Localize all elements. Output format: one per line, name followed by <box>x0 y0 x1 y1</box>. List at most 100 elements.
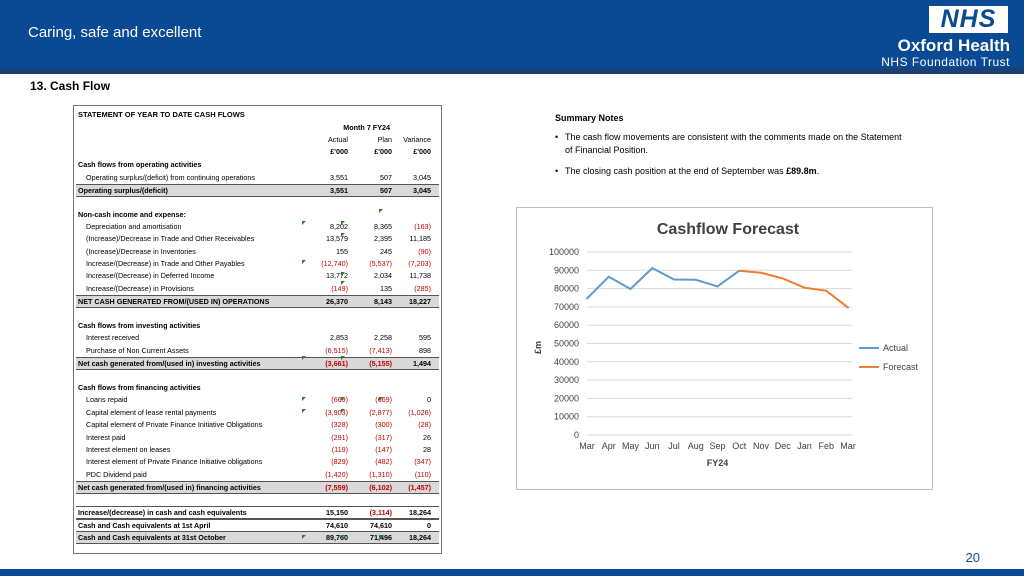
x-tick-label: Jun <box>645 441 660 451</box>
y-tick-label: 30000 <box>554 375 579 385</box>
comment-marker-icon <box>302 356 306 360</box>
row-variance: (285) <box>414 284 431 293</box>
row-actual: (1,420) <box>325 470 348 479</box>
row-actual: 89,760 <box>326 533 348 542</box>
row-actual: 3,551 <box>330 173 348 182</box>
row-plan: 8,365 <box>374 222 392 231</box>
row-label: Operating surplus/(deficit) from continu… <box>86 173 255 182</box>
table-row: PDC Dividend paid (1,420) (1,310) (110) <box>76 469 439 481</box>
header-underline <box>0 68 1024 74</box>
row-label: Cash and Cash equivalents at 31st Octobe… <box>78 533 226 542</box>
y-axis-label: £m <box>533 341 543 354</box>
y-tick-label: 90000 <box>554 265 579 275</box>
chart-svg: Cashflow Forecast 0 10000 20000 30000 40000 50… <box>533 221 919 468</box>
x-tick-label: Mar <box>579 441 595 451</box>
row-plan: (669) <box>375 395 392 404</box>
header-bar: Caring, safe and excellent NHS Oxford He… <box>0 0 1024 69</box>
row-label: Capital element of Private Finance Initi… <box>86 420 263 429</box>
row-plan: (300) <box>375 420 392 429</box>
row-variance: (7,203) <box>408 259 431 268</box>
table-row: Net cash generated from/(used in) invest… <box>76 357 439 370</box>
data-point-actual <box>607 275 610 278</box>
row-variance: 26 <box>423 433 431 442</box>
row-actual: (328) <box>331 420 348 429</box>
page-number: 20 <box>965 550 980 565</box>
table-row: Cash flows from operating activities <box>76 159 439 171</box>
row-variance: 898 <box>419 346 431 355</box>
x-tick-label: Nov <box>753 441 770 451</box>
legend-label: Actual <box>883 343 908 353</box>
row-actual: (291) <box>331 433 348 442</box>
column-header: Plan <box>377 135 392 144</box>
row-plan: 2,034 <box>374 271 392 280</box>
column-header: Variance <box>403 135 431 144</box>
row-plan: 74,610 <box>370 521 392 530</box>
x-tick-label: May <box>622 441 640 451</box>
data-point-forecast <box>738 269 741 272</box>
comment-marker-icon <box>379 397 383 401</box>
row-variance: 11,738 <box>409 271 431 280</box>
x-tick-label: Apr <box>602 441 616 451</box>
y-tick-label: 60000 <box>554 320 579 330</box>
row-label: Operating surplus/(deficit) <box>78 186 168 195</box>
row-variance: (163) <box>414 222 431 231</box>
row-actual: (6,515) <box>325 346 348 355</box>
table-row: Non-cash income and expense: <box>76 209 439 221</box>
period-label: Month 7 FY24 <box>343 123 390 132</box>
row-variance: (28) <box>418 420 431 429</box>
y-tick-label: 10000 <box>554 412 579 422</box>
row-variance: (1,026) <box>408 408 431 417</box>
statement-period: Month 7 FY24 <box>76 122 439 134</box>
tagline: Caring, safe and excellent <box>28 24 202 41</box>
data-point-actual <box>629 288 632 290</box>
row-label: Cash flows from operating activities <box>78 160 202 169</box>
row-variance: (110) <box>414 470 431 479</box>
table-row: Loans repaid (669) (669) 0 <box>76 394 439 406</box>
row-plan: (2,877) <box>369 408 392 417</box>
table-row: Interest element of Private Finance Init… <box>76 456 439 468</box>
row-label: Interest element of Private Finance Init… <box>86 457 263 466</box>
data-point-forecast <box>825 289 828 292</box>
row-actual: 2,853 <box>330 333 348 342</box>
statement-title: STATEMENT OF YEAR TO DATE CASH FLOWS <box>78 110 245 119</box>
section-title: 13. Cash Flow <box>30 79 111 93</box>
table-row: (Increase)/Decrease in Inventories 155 245… <box>76 246 439 258</box>
table-row: Purchase of Non Current Assets (6,515) (7,… <box>76 345 439 357</box>
row-label: Purchase of Non Current Assets <box>86 346 189 355</box>
y-tick-label: 50000 <box>554 339 579 349</box>
row-label: NET CASH GENERATED FROM/(USED IN) OPERAT… <box>78 297 270 306</box>
table-row: Net cash generated from/(used in) financ… <box>76 481 439 494</box>
row-variance: 1,494 <box>413 359 431 368</box>
row-label: Cash flows from investing activities <box>78 321 201 330</box>
comment-marker-icon <box>341 397 345 401</box>
bullet-icon: • <box>555 166 559 176</box>
table-row: Interest received 2,853 2,258 595 <box>76 332 439 344</box>
table-row: Depreciation and amortisation 8,202 8,365 (… <box>76 221 439 233</box>
table-row: Capital element of lease rental payments… <box>76 407 439 419</box>
data-point-forecast <box>781 277 784 280</box>
closing-cash-value: £89.8m <box>786 166 817 176</box>
row-actual: (119) <box>331 445 348 454</box>
row-actual: 13,772 <box>326 271 348 280</box>
org-subtitle: NHS Foundation Trust <box>881 55 1010 69</box>
column-unit: £'000 <box>413 147 431 156</box>
row-plan: (5,537) <box>369 259 392 268</box>
comment-marker-icon <box>302 535 306 539</box>
comment-marker-icon <box>341 272 345 276</box>
row-actual: (3,903) <box>325 408 348 417</box>
data-point-actual <box>586 297 588 300</box>
row-label: Increase/(Decrease) in Provisions <box>86 284 194 293</box>
table-row: Interest paid (291) (317) 26 <box>76 432 439 444</box>
series-line-forecast <box>739 269 849 309</box>
comment-marker-icon <box>341 356 345 360</box>
comment-marker-icon <box>379 209 383 213</box>
table-row: Operating surplus/(deficit) from continu… <box>76 172 439 184</box>
table-row: Increase/(Decrease) in Deferred Income 13… <box>76 270 439 282</box>
table-row: Capital element of Private Finance Initi… <box>76 419 439 431</box>
table-row: Increase/(Decrease) in Trade and Other P… <box>76 258 439 270</box>
table-row: (Increase)/Decrease in Trade and Other R… <box>76 233 439 245</box>
row-plan: (5,155) <box>369 359 392 368</box>
comment-marker-icon <box>341 233 345 237</box>
row-plan: (7,413) <box>369 346 392 355</box>
x-tick-label: Feb <box>818 441 834 451</box>
